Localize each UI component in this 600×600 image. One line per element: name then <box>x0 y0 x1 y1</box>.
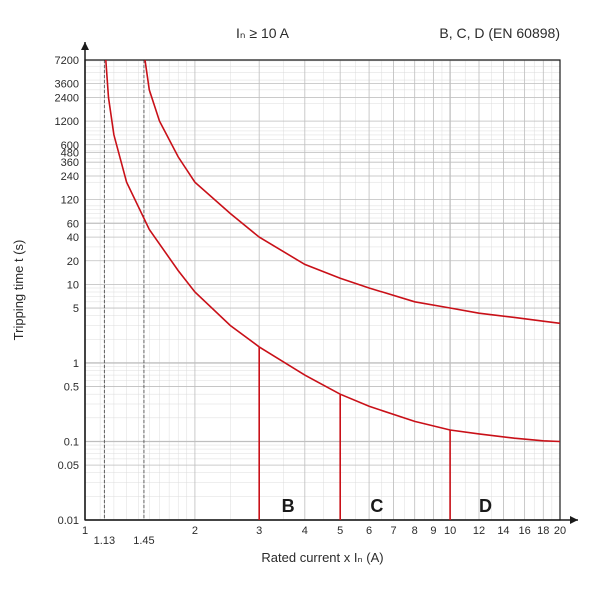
y-tick-label: 0.1 <box>64 436 79 448</box>
x-tick-label: 4 <box>302 525 308 537</box>
y-tick-label: 40 <box>67 232 79 244</box>
zone-label: C <box>370 496 383 516</box>
x-tick-label: 18 <box>537 525 549 537</box>
y-tick-label: 5 <box>73 303 79 315</box>
x-tick-label: 1.13 <box>94 535 115 547</box>
y-tick-label: 120 <box>61 195 79 207</box>
x-tick-label: 14 <box>497 525 509 537</box>
x-axis-label: Rated current x Iₙ (A) <box>261 550 383 565</box>
y-tick-label: 0.5 <box>64 382 79 394</box>
y-tick-label: 20 <box>67 256 79 268</box>
y-tick-label: 3600 <box>55 79 79 91</box>
y-tick-label: 0.01 <box>58 515 79 527</box>
zone-label: D <box>479 496 492 516</box>
y-tick-label: 1200 <box>55 116 79 128</box>
zone-label: B <box>282 496 295 516</box>
x-tick-label: 12 <box>473 525 485 537</box>
x-tick-label: 2 <box>192 525 198 537</box>
x-tick-label: 20 <box>554 525 566 537</box>
y-tick-label: 0.05 <box>58 460 79 472</box>
x-tick-label: 10 <box>444 525 456 537</box>
y-tick-label: 10 <box>67 279 79 291</box>
figure-container: 1 1.13 1.45 2 3 4 5 6 7 89 10 12 14 16 18 20 0.01 0.05 0.1… <box>0 0 600 600</box>
x-tick-label: 9 <box>430 525 436 537</box>
x-tick-label: 1 <box>82 525 88 537</box>
header-right: B, C, D (EN 60898) <box>439 25 560 41</box>
y-tick-label: 2400 <box>55 92 79 104</box>
x-tick-label: 3 <box>256 525 262 537</box>
x-tick-label: 5 <box>337 525 343 537</box>
y-tick-label: 60 <box>67 218 79 230</box>
x-tick-label: 7 <box>390 525 396 537</box>
y-tick-label: 7200 <box>55 55 79 67</box>
x-tick-label: 16 <box>518 525 530 537</box>
y-tick-label: 240 <box>61 171 79 183</box>
tripping-curve-chart: 1 1.13 1.45 2 3 4 5 6 7 89 10 12 14 16 18 20 0.01 0.05 0.1… <box>0 0 600 600</box>
x-tick-label: 1.45 <box>133 535 154 547</box>
y-tick-label: 1 <box>73 358 79 370</box>
y-axis-label: Tripping time t (s) <box>11 240 26 341</box>
x-tick-label: 6 <box>366 525 372 537</box>
x-tick-label: 8 <box>412 525 418 537</box>
y-tick-label: 600 <box>61 140 79 152</box>
header-left: Iₙ ≥ 10 A <box>236 25 290 41</box>
